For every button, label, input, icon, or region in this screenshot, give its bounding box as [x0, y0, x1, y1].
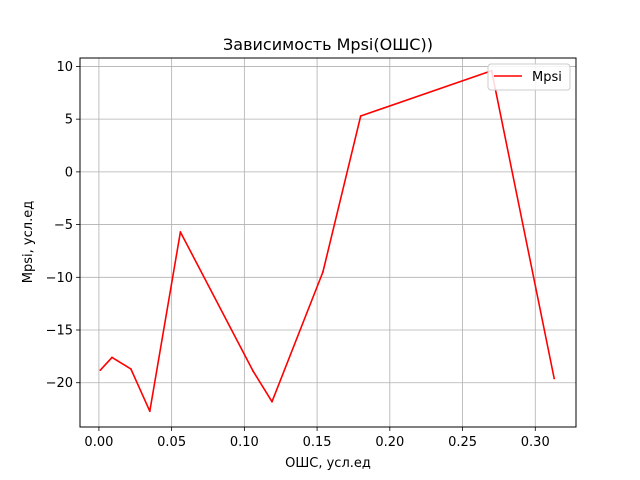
- series-group: [99, 69, 556, 413]
- data-point: [252, 370, 254, 373]
- legend: Mpsi: [487, 63, 571, 91]
- x-tick-label: 0.30: [521, 435, 550, 450]
- plot-frame: [79, 57, 577, 428]
- legend-label: Mpsi: [532, 70, 562, 85]
- data-point: [553, 377, 556, 380]
- data-point: [271, 400, 273, 403]
- x-tick-label: 0.05: [157, 435, 186, 450]
- data-point: [111, 356, 113, 359]
- legend-box: [487, 63, 571, 91]
- x-axis-ticks: 0.00 0.05 0.10 0.15 0.20 0.25 0.30: [84, 427, 550, 450]
- y-tick-label: −10: [46, 271, 73, 286]
- chart-title: Зависимость Mpsi(ОШС)): [223, 35, 433, 54]
- x-tick-label: 0.00: [84, 435, 113, 450]
- y-axis-label: Mpsi, усл.ед: [21, 201, 36, 283]
- x-tick-label: 0.15: [303, 435, 332, 450]
- data-point: [179, 231, 182, 233]
- x-axis-label: ОШС, усл.ед: [285, 456, 371, 471]
- y-tick-label: 0: [65, 165, 73, 180]
- grid: [80, 58, 576, 427]
- data-point: [359, 115, 362, 117]
- x-tick-label: 0.25: [448, 435, 477, 450]
- data-point: [322, 271, 324, 273]
- y-tick-label: 5: [65, 113, 73, 128]
- data-point: [130, 368, 132, 370]
- y-tick-label: 10: [56, 60, 73, 75]
- series-line-mpsi: [99, 69, 555, 413]
- y-tick-label: −15: [46, 324, 73, 339]
- y-tick-label: −20: [46, 376, 73, 391]
- data-point: [99, 369, 102, 371]
- x-tick-label: 0.10: [230, 435, 259, 450]
- data-point: [148, 410, 151, 413]
- y-axis-ticks: −20 −15 −10 −5 0 5 10: [46, 60, 80, 391]
- x-tick-label: 0.20: [375, 435, 404, 450]
- y-tick-label: −5: [54, 218, 73, 233]
